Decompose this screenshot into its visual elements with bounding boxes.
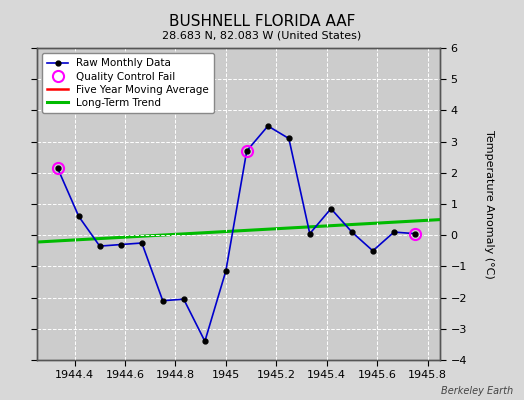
Text: 28.683 N, 82.083 W (United States): 28.683 N, 82.083 W (United States) <box>162 30 362 40</box>
Legend: Raw Monthly Data, Quality Control Fail, Five Year Moving Average, Long-Term Tren: Raw Monthly Data, Quality Control Fail, … <box>42 53 214 113</box>
Quality Control Fail <box>244 148 250 153</box>
Raw Monthly Data <box>286 136 292 141</box>
Raw Monthly Data <box>54 166 61 170</box>
Line: Raw Monthly Data: Raw Monthly Data <box>55 124 418 344</box>
Quality Control Fail <box>54 166 61 170</box>
Raw Monthly Data <box>412 231 418 236</box>
Raw Monthly Data <box>307 231 313 236</box>
Raw Monthly Data <box>391 230 397 234</box>
Raw Monthly Data <box>139 240 145 245</box>
Y-axis label: Temperature Anomaly (°C): Temperature Anomaly (°C) <box>484 130 494 278</box>
Raw Monthly Data <box>328 206 334 211</box>
Raw Monthly Data <box>370 248 376 253</box>
Quality Control Fail <box>412 231 418 236</box>
Text: BUSHNELL FLORIDA AAF: BUSHNELL FLORIDA AAF <box>169 14 355 29</box>
Raw Monthly Data <box>160 298 166 303</box>
Raw Monthly Data <box>223 269 229 274</box>
Raw Monthly Data <box>75 214 82 219</box>
Raw Monthly Data <box>96 244 103 248</box>
Raw Monthly Data <box>117 242 124 247</box>
Raw Monthly Data <box>265 124 271 128</box>
Raw Monthly Data <box>202 339 208 344</box>
Line: Quality Control Fail: Quality Control Fail <box>52 146 420 239</box>
Raw Monthly Data <box>244 148 250 153</box>
Text: Berkeley Earth: Berkeley Earth <box>441 386 514 396</box>
Raw Monthly Data <box>181 297 187 302</box>
Raw Monthly Data <box>349 230 355 234</box>
